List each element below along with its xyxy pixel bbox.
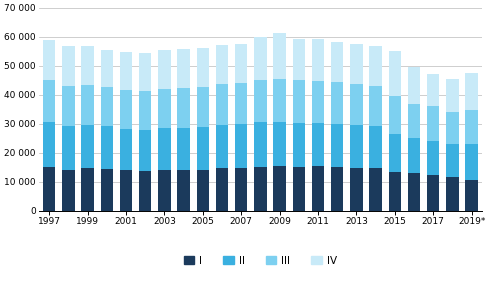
Bar	[120, 129, 132, 170]
Bar	[158, 88, 170, 128]
Bar	[369, 169, 382, 210]
Bar	[196, 87, 209, 127]
Bar	[293, 80, 305, 123]
Bar	[312, 123, 324, 166]
Bar	[196, 170, 209, 210]
Bar	[388, 134, 401, 172]
Bar	[235, 44, 247, 83]
Bar	[369, 85, 382, 126]
Bar	[254, 80, 267, 122]
Bar	[101, 50, 113, 87]
Bar	[101, 87, 113, 126]
Bar	[216, 168, 228, 210]
Bar	[120, 90, 132, 129]
Bar	[43, 40, 55, 79]
Bar	[177, 88, 190, 128]
Bar	[273, 34, 286, 79]
Bar	[62, 46, 75, 86]
Bar	[158, 50, 170, 88]
Bar	[388, 51, 401, 96]
Bar	[235, 124, 247, 168]
Bar	[254, 167, 267, 210]
Bar	[446, 112, 459, 143]
Bar	[62, 127, 75, 170]
Bar	[120, 52, 132, 90]
Bar	[408, 138, 420, 172]
Bar	[82, 47, 94, 85]
Bar	[62, 170, 75, 210]
Bar	[350, 168, 363, 210]
Bar	[139, 91, 151, 130]
Bar	[427, 74, 439, 107]
Bar	[369, 46, 382, 85]
Bar	[446, 143, 459, 177]
Bar	[43, 121, 55, 167]
Bar	[331, 167, 343, 210]
Bar	[196, 127, 209, 170]
Bar	[312, 166, 324, 210]
Bar	[158, 128, 170, 170]
Bar	[293, 167, 305, 210]
Bar	[82, 169, 94, 210]
Bar	[273, 166, 286, 210]
Bar	[465, 110, 478, 143]
Bar	[427, 107, 439, 141]
Bar	[139, 53, 151, 91]
Legend: I, II, III, IV: I, II, III, IV	[180, 252, 341, 270]
Bar	[235, 83, 247, 124]
Bar	[216, 85, 228, 125]
Bar	[43, 79, 55, 121]
Bar	[465, 179, 478, 210]
Bar	[235, 168, 247, 210]
Bar	[82, 125, 94, 169]
Bar	[331, 124, 343, 167]
Bar	[196, 48, 209, 87]
Bar	[293, 39, 305, 80]
Bar	[254, 37, 267, 80]
Bar	[446, 79, 459, 112]
Bar	[408, 172, 420, 210]
Bar	[465, 73, 478, 110]
Bar	[408, 104, 420, 138]
Bar	[312, 81, 324, 123]
Bar	[120, 170, 132, 210]
Bar	[101, 169, 113, 210]
Bar	[158, 170, 170, 210]
Bar	[446, 177, 459, 210]
Bar	[216, 125, 228, 168]
Bar	[62, 86, 75, 127]
Bar	[427, 141, 439, 175]
Bar	[427, 175, 439, 210]
Bar	[139, 172, 151, 210]
Bar	[177, 128, 190, 170]
Bar	[369, 126, 382, 169]
Bar	[273, 122, 286, 166]
Bar	[350, 44, 363, 84]
Bar	[388, 96, 401, 134]
Bar	[216, 45, 228, 85]
Bar	[350, 84, 363, 125]
Bar	[331, 42, 343, 82]
Bar	[273, 79, 286, 122]
Bar	[331, 82, 343, 124]
Bar	[139, 130, 151, 172]
Bar	[177, 170, 190, 210]
Bar	[408, 67, 420, 104]
Bar	[101, 126, 113, 169]
Bar	[388, 172, 401, 210]
Bar	[312, 39, 324, 81]
Bar	[350, 125, 363, 168]
Bar	[293, 123, 305, 167]
Bar	[43, 167, 55, 210]
Bar	[177, 49, 190, 88]
Bar	[82, 85, 94, 125]
Bar	[465, 143, 478, 179]
Bar	[254, 122, 267, 167]
